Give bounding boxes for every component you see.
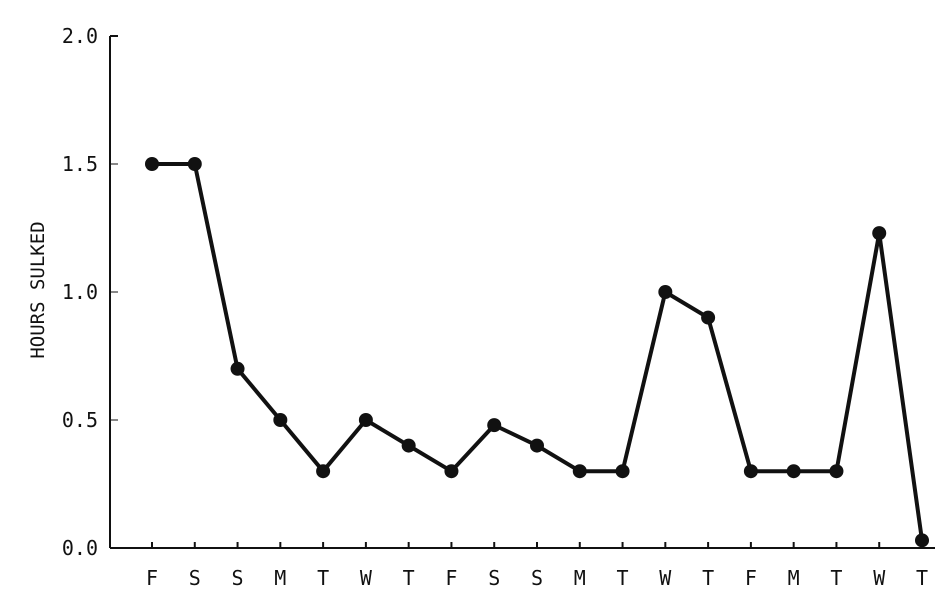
data-point xyxy=(786,464,801,479)
x-tick-label: T xyxy=(702,566,714,590)
data-point xyxy=(444,464,459,479)
x-tick-label: W xyxy=(873,566,886,590)
data-point xyxy=(572,464,587,479)
data-point xyxy=(701,310,716,325)
data-point xyxy=(615,464,630,479)
x-tick-label: S xyxy=(531,566,543,590)
axes: 0.0 0.5 1.0 1.5 2.0 F S S M T W T F S S M T W T F M T W T xyxy=(62,24,935,590)
x-tick-label: M xyxy=(274,566,286,590)
data-point xyxy=(316,464,331,479)
data-point xyxy=(358,413,373,427)
y-tick-label: 2.0 xyxy=(62,24,98,48)
x-tick-label: T xyxy=(830,566,842,590)
series-line xyxy=(152,162,924,541)
y-tick-label: 0.5 xyxy=(62,408,98,432)
x-tick-label: T xyxy=(617,566,629,590)
x-tick-label: T xyxy=(403,566,415,590)
marks xyxy=(145,157,929,548)
y-axis-label: HOURS SULKED xyxy=(27,221,49,358)
x-tick-label: S xyxy=(189,566,201,590)
data-point xyxy=(915,533,929,548)
x-tick-label: M xyxy=(574,566,586,590)
x-tick-label: F xyxy=(445,566,457,590)
x-tick-label: W xyxy=(659,566,672,590)
data-point xyxy=(401,438,416,453)
x-tick-label: F xyxy=(146,566,158,590)
data-point xyxy=(273,413,288,427)
data-point xyxy=(487,418,502,433)
x-tick-label: M xyxy=(788,566,800,590)
x-tick-label: T xyxy=(317,566,329,590)
x-tick-label: S xyxy=(232,566,244,590)
data-point xyxy=(829,464,844,479)
x-tick-label: S xyxy=(488,566,500,590)
data-point xyxy=(872,226,887,241)
x-tick-label: F xyxy=(745,566,757,590)
y-tick-label: 1.5 xyxy=(62,152,98,176)
data-point xyxy=(530,438,544,453)
data-point xyxy=(187,157,202,171)
data-point xyxy=(743,464,758,479)
data-point xyxy=(658,285,673,299)
y-tick-label: 1.0 xyxy=(62,280,98,304)
x-tick-label: W xyxy=(360,566,373,590)
x-tick-label: T xyxy=(916,566,928,590)
y-tick-label: 0.0 xyxy=(62,536,98,560)
data-point xyxy=(230,361,245,376)
data-point xyxy=(145,157,159,171)
